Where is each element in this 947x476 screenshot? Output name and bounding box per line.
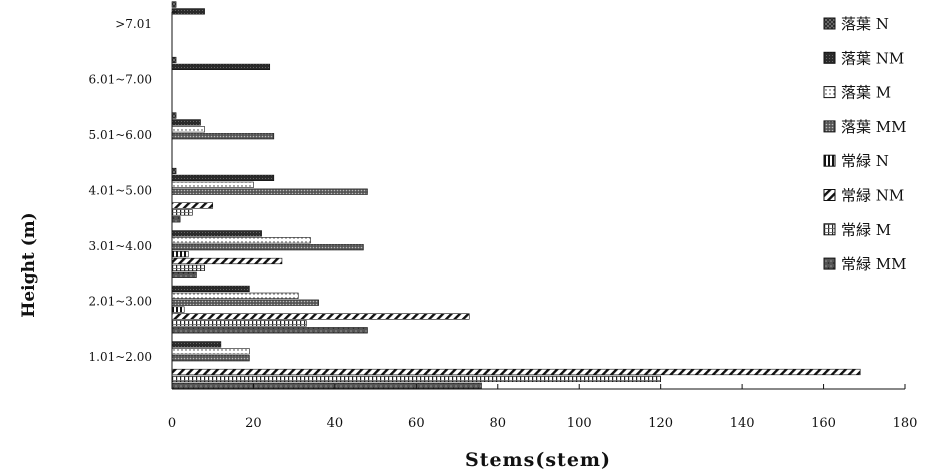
x-tick-label: 100: [567, 416, 592, 431]
bar-dark-0: [171, 341, 222, 348]
legend-swatch: [823, 86, 836, 99]
x-tick-label: 60: [408, 416, 425, 431]
legend-label: 常緑 N: [841, 152, 889, 170]
bar-dots-2: [171, 237, 311, 244]
bar-dots-1: [171, 292, 299, 299]
category-label: 3.01~4.00: [89, 239, 153, 253]
bar-dots-4: [171, 126, 205, 133]
bar-grid-1: [171, 320, 307, 327]
legend-label: 常緑 NM: [841, 187, 904, 205]
bar-vertical-1: [171, 306, 185, 313]
x-tick-label: 180: [893, 416, 918, 431]
legend-label: 常緑 MM: [841, 255, 907, 273]
bar-dense-dots-1: [171, 299, 319, 306]
bar-dark-5: [171, 63, 271, 70]
legend-swatch: [823, 17, 836, 30]
bar-grid-3: [171, 209, 193, 216]
bar-grid-2: [171, 264, 205, 272]
bar-diagonal-2: [171, 257, 283, 265]
legend-label: 落葉 MM: [841, 118, 907, 136]
bar-fine-cross-6: [171, 1, 177, 8]
legend-label: 落葉 NM: [841, 49, 904, 67]
category-label: 5.01~6.00: [89, 128, 153, 142]
bar-diagonal-1: [171, 313, 470, 320]
x-tick-label: 40: [327, 416, 344, 431]
bar-fine-cross-5: [171, 56, 177, 64]
x-tick-label: 120: [648, 416, 673, 431]
category-label: >7.01: [115, 17, 152, 31]
legend-swatch: [823, 223, 836, 236]
x-axis-ticks: 0 20 40 60 80 100 120 140 160 180: [168, 384, 918, 431]
bar-dense-dots-0: [171, 355, 250, 362]
x-axis-title: Stems(stem): [465, 449, 611, 471]
bar-dark-4: [171, 119, 201, 126]
x-tick-label: 160: [811, 416, 836, 431]
legend-swatch: [823, 189, 836, 201]
x-tick-label: 0: [168, 416, 176, 431]
bar-dense-dots-3: [171, 188, 368, 195]
bars-group: [171, 1, 861, 389]
bar-mottled-3: [171, 216, 181, 223]
legend-swatch: [823, 154, 836, 167]
legend-label: 落葉 M: [841, 84, 891, 102]
y-axis-title: Height (m): [19, 212, 39, 317]
legend-label: 常緑 M: [841, 221, 891, 239]
legend: 落葉 N 落葉 NM 落葉 M 落葉 MM 常緑 N 常緑 NM 常緑 M 常緑 MM: [823, 15, 907, 273]
x-tick-label: 20: [245, 416, 262, 431]
bar-grid-0: [171, 375, 661, 383]
category-labels: 1.01~2.00 2.01~3.00 3.01~4.00 4.01~5.00 5.01…: [89, 17, 153, 364]
bar-dark-1: [171, 285, 250, 293]
bar-dark-3: [171, 174, 275, 182]
bar-dark-2: [171, 230, 262, 237]
x-tick-label: 140: [730, 416, 755, 431]
legend-swatch: [823, 257, 836, 270]
bar-dots-0: [171, 348, 250, 355]
bar-dense-dots-4: [171, 133, 275, 140]
bar-dots-3: [171, 181, 254, 188]
bar-vertical-2: [171, 251, 189, 258]
category-label: 2.01~3.00: [89, 295, 153, 309]
legend-label: 落葉 N: [841, 15, 889, 33]
bar-dense-dots-2: [171, 244, 364, 251]
bar-diagonal-0: [171, 368, 861, 376]
bar-mottled-0: [171, 382, 482, 389]
bar-fine-cross-3: [171, 167, 177, 175]
bar-diagonal-3: [171, 202, 214, 209]
legend-swatch: [823, 120, 836, 133]
category-label: 6.01~7.00: [89, 73, 153, 87]
category-label: 4.01~5.00: [89, 184, 153, 198]
bar-mottled-1: [171, 327, 368, 334]
bar-fine-cross-4: [171, 112, 177, 119]
legend-swatch: [823, 51, 836, 64]
x-tick-label: 80: [490, 416, 507, 431]
category-label: 1.01~2.00: [89, 350, 153, 364]
bar-mottled-2: [171, 271, 197, 278]
bar-dark-6: [171, 8, 205, 15]
